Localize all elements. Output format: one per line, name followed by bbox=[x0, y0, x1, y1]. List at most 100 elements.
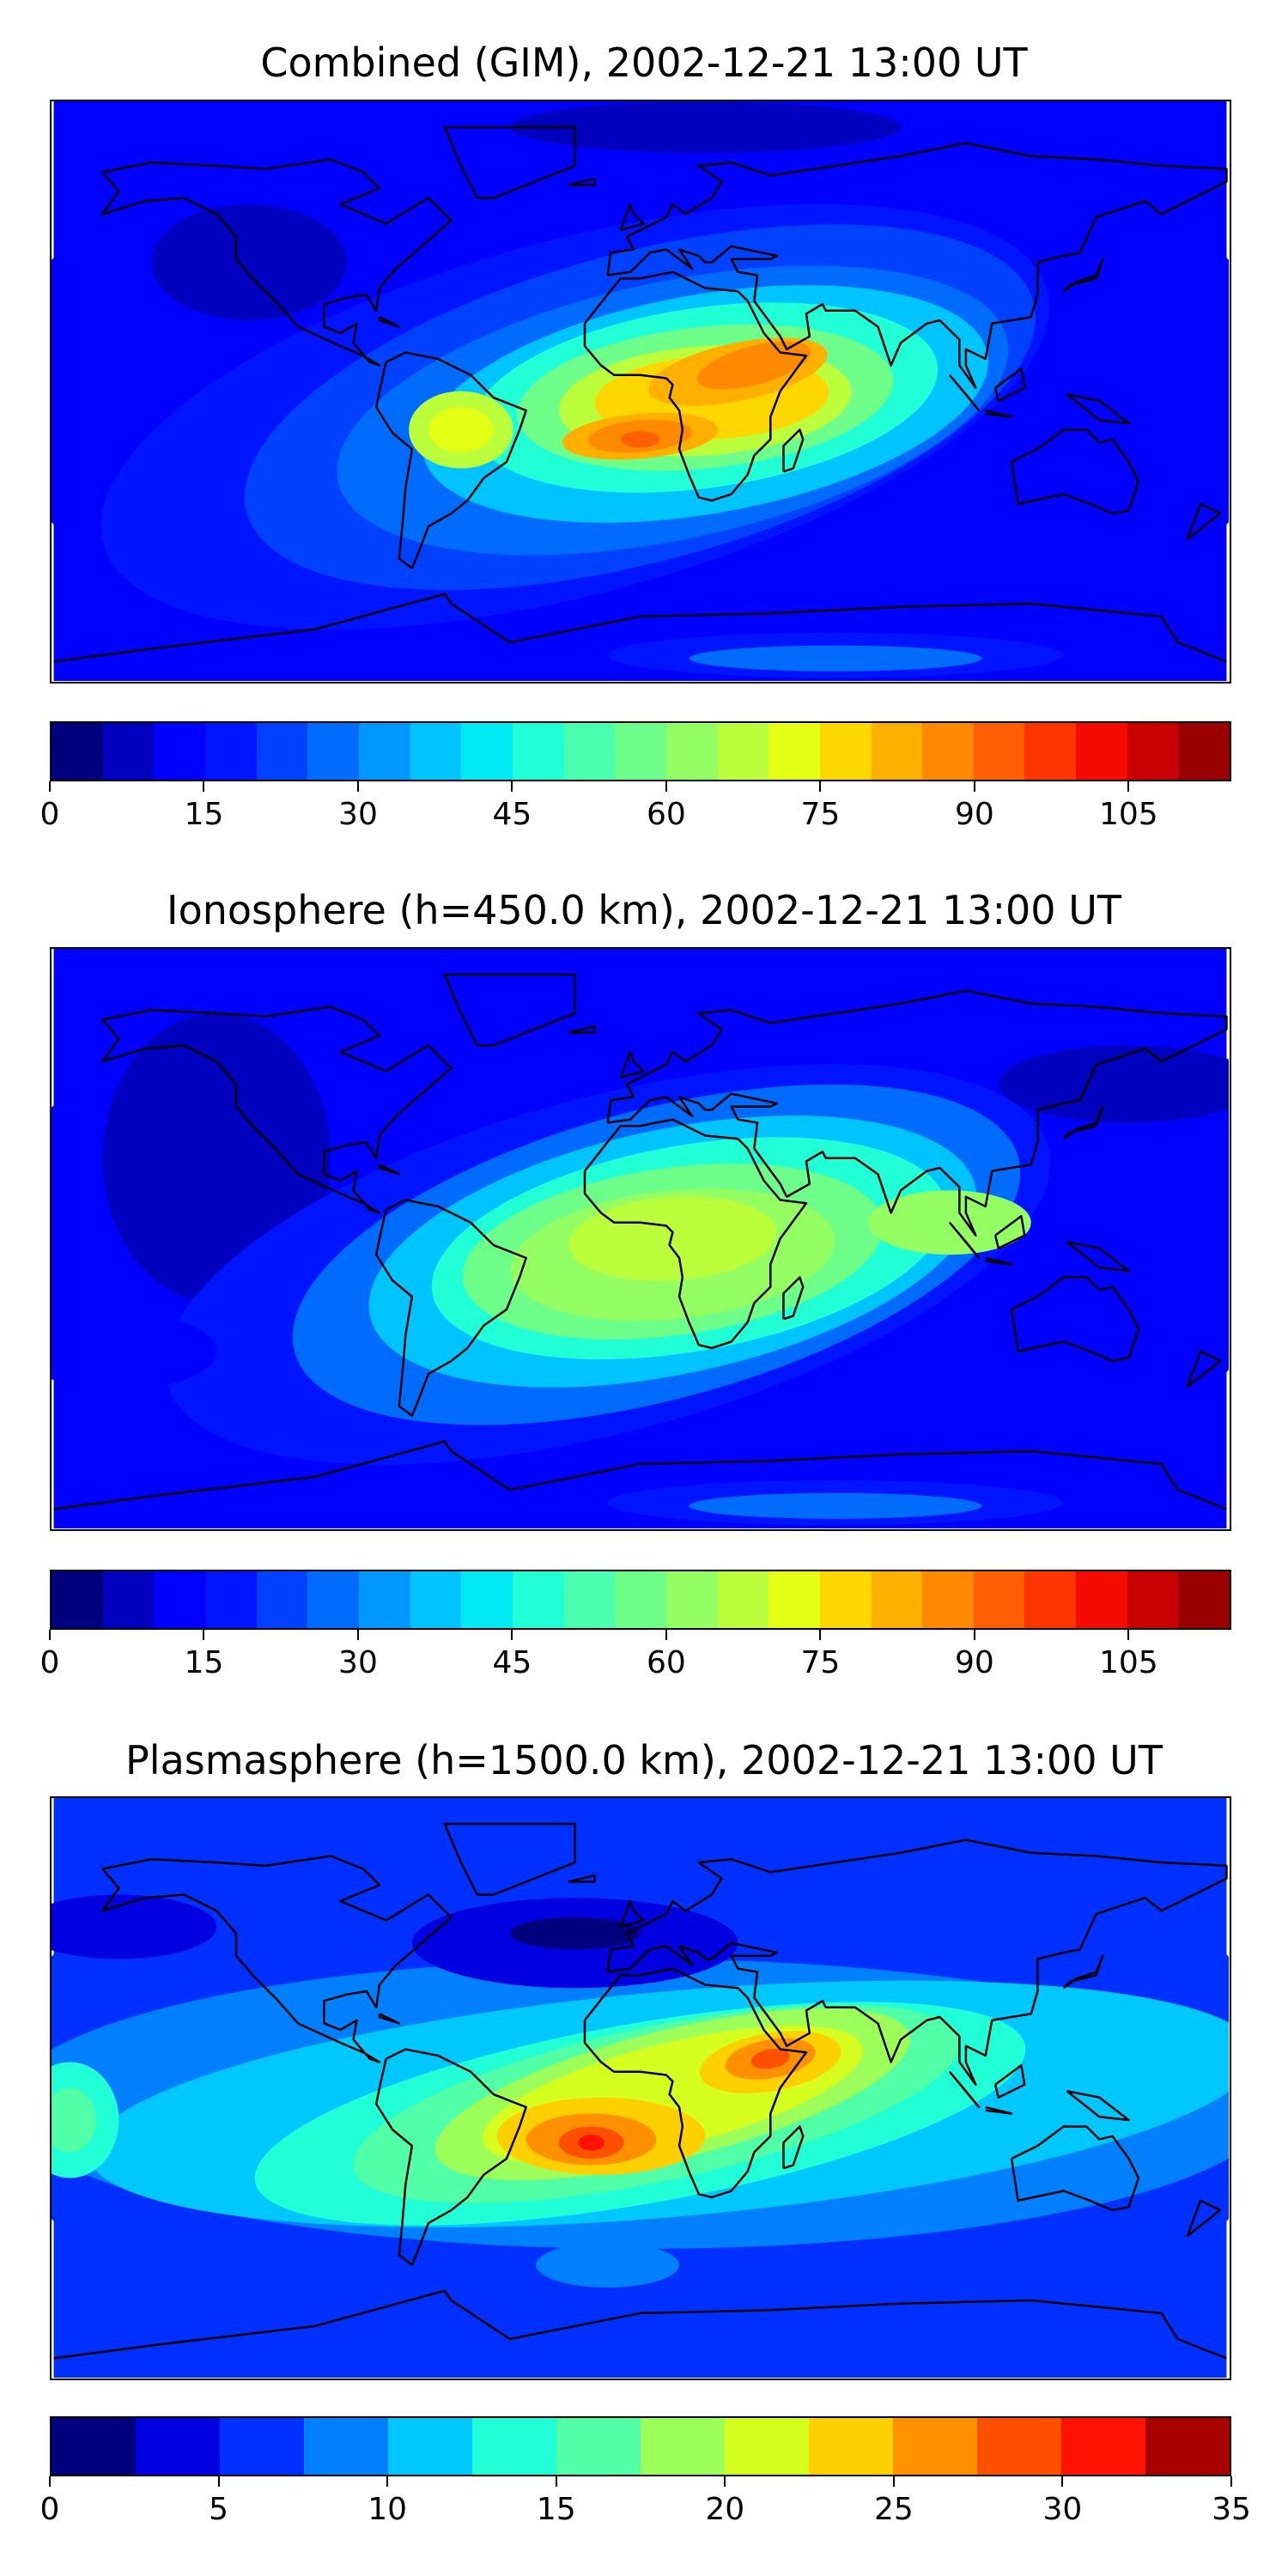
panel-2-colorbar bbox=[50, 1570, 1231, 1630]
coastline-12 bbox=[568, 1024, 596, 1034]
coastline-13 bbox=[443, 125, 576, 199]
colorbar-tick-label: 15 bbox=[536, 2492, 576, 2527]
colorbar-tick-label: 105 bbox=[1098, 797, 1158, 832]
colorbar-tick-label: 30 bbox=[338, 797, 378, 832]
coastline-9 bbox=[1066, 2090, 1130, 2122]
colorbar-tick bbox=[217, 2476, 220, 2487]
colorbar-segment-21 bbox=[1127, 1571, 1179, 1628]
colorbar-tick bbox=[1061, 2476, 1064, 2487]
coastline-0 bbox=[101, 1855, 453, 2063]
colorbar-segment-4 bbox=[256, 723, 308, 780]
colorbar-segment-9 bbox=[809, 2418, 893, 2475]
colorbar-segment-10 bbox=[893, 2418, 977, 2475]
contour-band-15 bbox=[52, 2087, 96, 2153]
colorbar-segment-17 bbox=[922, 1571, 974, 1628]
colorbar-segment-6 bbox=[358, 723, 410, 780]
colorbar-segment-8 bbox=[725, 2418, 809, 2475]
contour-band-19 bbox=[509, 101, 902, 153]
colorbar-segment-14 bbox=[769, 723, 820, 780]
coastline-3 bbox=[606, 989, 1228, 1236]
colorbar-segment-19 bbox=[1024, 1571, 1077, 1628]
colorbar-segment-15 bbox=[819, 1571, 872, 1628]
coastline-1 bbox=[374, 2048, 527, 2267]
panel-1-colorbar bbox=[50, 721, 1231, 781]
colorbar-tick-label: 0 bbox=[39, 1645, 60, 1680]
colorbar-tick bbox=[203, 781, 205, 792]
colorbar-segment-9 bbox=[512, 723, 564, 780]
colorbar-tick bbox=[892, 2476, 895, 2487]
colorbar-tick bbox=[49, 781, 51, 792]
colorbar-segment-3 bbox=[204, 1571, 257, 1628]
colorbar-segment-11 bbox=[977, 2418, 1061, 2475]
colorbar-segment-22 bbox=[1178, 723, 1230, 780]
colorbar-segment-1 bbox=[136, 2418, 220, 2475]
coastline-0 bbox=[101, 1005, 453, 1214]
colorbar-segment-1 bbox=[102, 723, 155, 780]
coastline-12 bbox=[568, 1874, 596, 1883]
colorbar-segment-13 bbox=[1145, 2418, 1230, 2475]
colorbar-tick bbox=[1127, 781, 1130, 792]
colorbar-segment-7 bbox=[641, 2418, 725, 2475]
colorbar-segment-6 bbox=[556, 2418, 641, 2475]
coastline-14 bbox=[378, 316, 401, 328]
coastline-7 bbox=[985, 1256, 1013, 1266]
coastline-9 bbox=[1066, 393, 1130, 425]
coastline-6 bbox=[948, 2070, 981, 2109]
coastline-3 bbox=[606, 1838, 1228, 2086]
panel-3-title: Plasmasphere (h=1500.0 km), 2002-12-21 1… bbox=[125, 1737, 1163, 1783]
colorbar-segment-4 bbox=[256, 1571, 308, 1628]
colorbar-segment-14 bbox=[769, 1571, 820, 1628]
coastline-11 bbox=[619, 1050, 645, 1079]
contour-band-18 bbox=[151, 204, 348, 320]
colorbar-tick-label: 60 bbox=[647, 1645, 686, 1680]
coastline-15 bbox=[1186, 502, 1222, 541]
colorbar-segment-3 bbox=[304, 2418, 388, 2475]
coastline-5 bbox=[782, 2125, 805, 2170]
colorbar-segment-7 bbox=[410, 1571, 462, 1628]
coastline-6 bbox=[948, 374, 981, 412]
coastline-9 bbox=[1066, 1241, 1130, 1273]
colorbar-tick bbox=[356, 781, 359, 792]
colorbar-tick bbox=[1127, 1630, 1130, 1640]
coastline-2 bbox=[583, 1967, 808, 2199]
coastline-1 bbox=[374, 351, 527, 570]
colorbar-tick bbox=[1230, 2476, 1232, 2487]
colorbar-segment-12 bbox=[1061, 2418, 1145, 2475]
colorbar-segment-2 bbox=[154, 1571, 205, 1628]
colorbar-segment-21 bbox=[1127, 723, 1179, 780]
contour-band-12 bbox=[689, 1492, 982, 1519]
colorbar-tick bbox=[665, 781, 667, 792]
colorbar-tick bbox=[203, 1630, 205, 1640]
colorbar-tick-label: 0 bbox=[39, 2492, 60, 2527]
contour-band-10 bbox=[578, 2134, 605, 2151]
colorbar-segment-20 bbox=[1076, 1571, 1127, 1628]
colorbar-segment-10 bbox=[563, 723, 616, 780]
contour-band-13 bbox=[52, 1312, 217, 1390]
colorbar-segment-19 bbox=[1024, 723, 1077, 780]
colorbar-segment-13 bbox=[717, 723, 769, 780]
panel-3-colorbar bbox=[50, 2416, 1231, 2476]
colorbar-tick-label: 25 bbox=[873, 2492, 914, 2527]
coastline-11 bbox=[619, 1899, 645, 1929]
colorbar-segment-0 bbox=[52, 2418, 136, 2475]
colorbar-segment-11 bbox=[615, 723, 666, 780]
colorbar-segment-16 bbox=[871, 723, 923, 780]
coastline-15 bbox=[1186, 1350, 1222, 1388]
colorbar-tick bbox=[973, 1630, 975, 1640]
colorbar-tick-label: 0 bbox=[39, 797, 60, 832]
colorbar-tick bbox=[49, 2476, 51, 2487]
colorbar-segment-7 bbox=[410, 723, 462, 780]
coastline-2 bbox=[583, 270, 808, 502]
contour-band-13 bbox=[750, 2048, 790, 2069]
colorbar-tick-label: 35 bbox=[1212, 2492, 1251, 2527]
colorbar-segment-5 bbox=[307, 1571, 359, 1628]
coastline-10 bbox=[1062, 258, 1104, 293]
colorbar-segment-22 bbox=[1178, 1571, 1230, 1628]
colorbar-segment-2 bbox=[220, 2418, 304, 2475]
panel-2-colorbar-ticks: 0 15 30 45 60 75 90 105 bbox=[40, 1630, 1231, 1681]
coastline-4 bbox=[1010, 1276, 1140, 1363]
coastline-4 bbox=[1010, 2125, 1140, 2212]
coastline-15 bbox=[1186, 2199, 1222, 2238]
colorbar-tick bbox=[724, 2476, 726, 2487]
colorbar-tick-label: 10 bbox=[368, 2492, 408, 2527]
